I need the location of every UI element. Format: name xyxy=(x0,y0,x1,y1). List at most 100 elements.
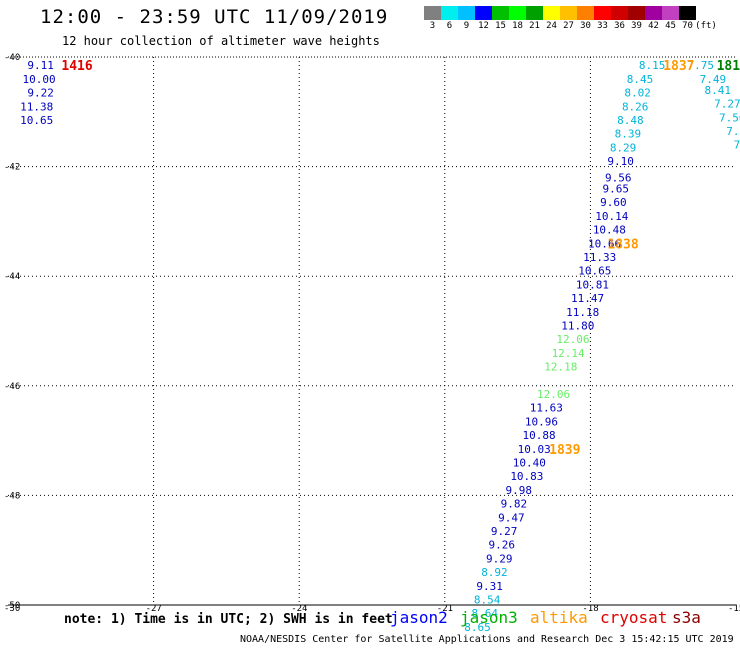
wave-height-value: 9.60 xyxy=(600,196,627,209)
scale-swatch xyxy=(543,6,560,20)
scale-swatch xyxy=(526,6,543,20)
wave-height-value: 10.14 xyxy=(595,210,628,223)
y-tick-label: -48 xyxy=(4,491,20,501)
wave-height-value: 12.06 xyxy=(537,388,570,401)
time-marker: 1416 xyxy=(61,59,92,74)
wave-height-value: 7.60 xyxy=(734,139,740,152)
scale-swatch xyxy=(509,6,526,20)
wave-height-value: 9.29 xyxy=(486,552,513,565)
scale-swatch xyxy=(577,6,594,20)
time-marker: 1838 xyxy=(607,237,638,252)
wave-height-value: 10.65 xyxy=(578,265,611,278)
page-subtitle: 12 hour collection of altimeter wave hei… xyxy=(62,34,380,48)
x-tick-label: -18 xyxy=(582,604,598,614)
scale-label: 70 xyxy=(682,21,693,31)
wave-height-value: 10.81 xyxy=(576,278,609,291)
page-title: 12:00 - 23:59 UTC 11/09/2019 xyxy=(40,6,389,28)
wave-height-value: 9.82 xyxy=(501,498,528,511)
wave-height-value: 8.48 xyxy=(617,114,644,127)
wave-height-value: 8.92 xyxy=(481,566,508,579)
scale-swatch xyxy=(424,6,441,20)
scale-label: 30 xyxy=(580,21,591,31)
scale-label: 39 xyxy=(631,21,642,31)
wave-height-value: 7.56 xyxy=(719,111,740,124)
wave-height-value: 7.27 xyxy=(714,98,740,111)
scale-label: 36 xyxy=(614,21,625,31)
wave-height-value: 11.18 xyxy=(566,306,599,319)
wave-height-value: 9.65 xyxy=(603,183,630,196)
wave-height-value: 8.26 xyxy=(622,100,649,113)
scale-swatch xyxy=(475,6,492,20)
scale-swatch xyxy=(441,6,458,20)
scale-swatch xyxy=(628,6,645,20)
wave-height-value: 11.33 xyxy=(583,251,616,264)
scale-label: 24 xyxy=(546,21,557,31)
scale-swatch xyxy=(662,6,679,20)
scale-swatch xyxy=(611,6,628,20)
wave-height-value: 9.10 xyxy=(607,155,634,168)
wave-height-value: 12.18 xyxy=(544,361,577,374)
scale-swatch xyxy=(679,6,696,20)
wave-height-value: 8.45 xyxy=(627,73,654,86)
time-marker: 1839 xyxy=(549,443,580,458)
legend-item-s3a: s3a xyxy=(672,608,701,627)
wave-height-value: 8.54 xyxy=(474,594,501,607)
y-tick-label: -46 xyxy=(4,382,20,392)
wave-height-value: 8.65 xyxy=(464,621,491,634)
y-tick-label: -44 xyxy=(4,272,20,282)
wave-height-value: 8.64 xyxy=(471,607,498,620)
wave-height-value: 8.41 xyxy=(704,84,731,97)
color-scale xyxy=(424,6,696,20)
scale-label: 6 xyxy=(446,21,453,31)
y-tick-label: -40 xyxy=(4,53,20,63)
scale-label: 15 xyxy=(495,21,506,31)
wave-height-value: 9.11 xyxy=(27,59,54,72)
scale-label: 33 xyxy=(597,21,608,31)
x-tick-label: -24 xyxy=(291,604,307,614)
wave-height-value: 12.14 xyxy=(552,347,585,360)
scale-label: 18 xyxy=(512,21,523,31)
wave-height-value: 10.65 xyxy=(20,114,53,127)
wave-height-value: 9.47 xyxy=(498,511,524,524)
y-tick-label: -42 xyxy=(4,163,20,173)
x-tick-label: -21 xyxy=(437,604,453,614)
legend-item-altika: altika xyxy=(530,608,588,627)
legend-item-jason2: jason2 xyxy=(390,608,448,627)
wave-height-value: 10.40 xyxy=(513,457,546,470)
footer-note: note: 1) Time is in UTC; 2) SWH is in fe… xyxy=(64,612,393,627)
wave-height-value: 8.39 xyxy=(615,128,642,141)
wave-height-value: 9.98 xyxy=(505,484,532,497)
credit-line: NOAA/NESDIS Center for Satellite Applica… xyxy=(240,634,734,645)
scale-swatch xyxy=(458,6,475,20)
scale-swatch xyxy=(492,6,509,20)
wave-height-value: 10.48 xyxy=(593,224,626,237)
scale-label: 3 xyxy=(429,21,436,31)
wave-height-value: 9.26 xyxy=(488,539,514,552)
legend-item-jason3: jason3 xyxy=(460,608,518,627)
wave-height-value: 7.49 xyxy=(700,73,727,86)
wave-height-value: 7.71 xyxy=(726,125,740,138)
wave-height-value: 10.96 xyxy=(525,415,558,428)
scale-swatch xyxy=(560,6,577,20)
scale-label: 45 xyxy=(665,21,676,31)
wave-height-value: 10.88 xyxy=(522,429,555,442)
wave-height-value: 9.31 xyxy=(476,580,503,593)
wave-height-value: 10.66 xyxy=(588,237,621,250)
wave-height-value: 10.00 xyxy=(23,73,56,86)
wave-height-value: 9.22 xyxy=(27,87,54,100)
wave-height-value: 11.47 xyxy=(571,292,604,305)
scale-unit: (ft) xyxy=(695,21,717,31)
time-marker: 1837 xyxy=(663,59,694,74)
scale-swatch xyxy=(594,6,611,20)
scale-label: 12 xyxy=(478,21,489,31)
wave-height-value: 7.75 xyxy=(687,59,714,72)
x-tick-label: -30 xyxy=(4,604,20,614)
wave-height-value: 10.03 xyxy=(518,443,551,456)
wave-height-value: 12.06 xyxy=(556,333,589,346)
x-tick-label: -27 xyxy=(146,604,162,614)
wave-height-value: 11.80 xyxy=(561,320,594,333)
wave-height-value: 10.83 xyxy=(510,470,543,483)
wave-height-value: 9.56 xyxy=(605,172,632,185)
y-tick-label: -50 xyxy=(4,601,20,611)
